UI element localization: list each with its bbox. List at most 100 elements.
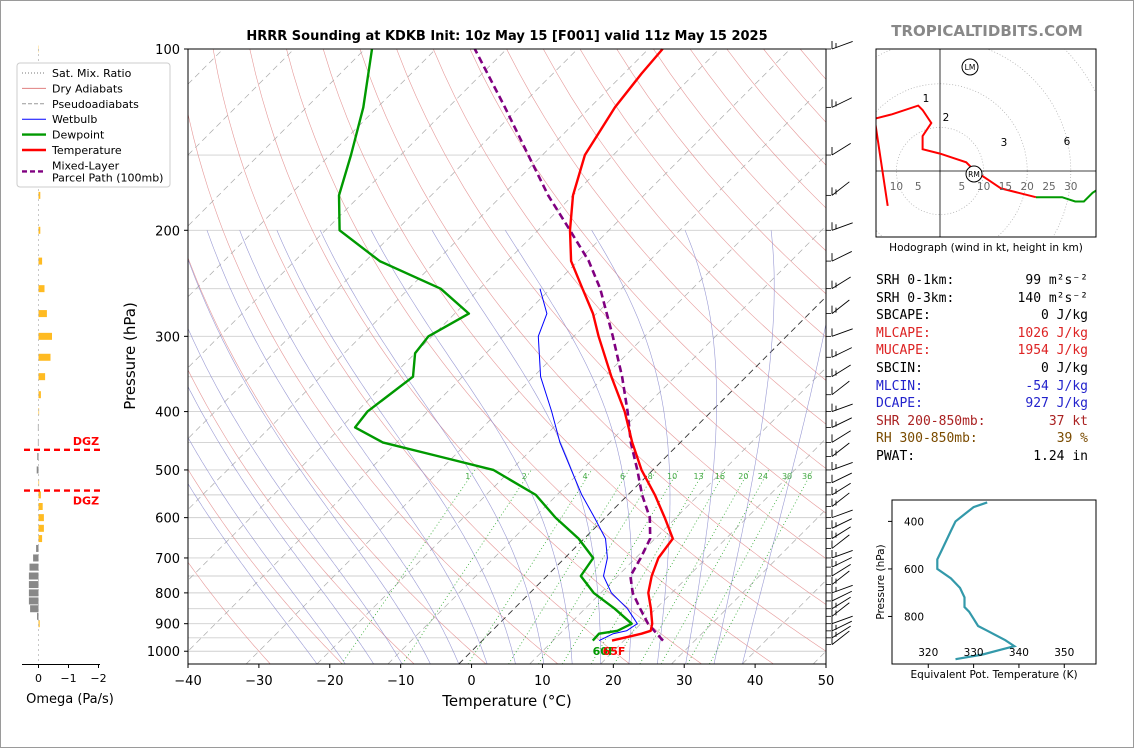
index-label: SRH 0-3km: (876, 290, 955, 306)
index-value: 39 % (1056, 431, 1088, 447)
y-tick-label: 400 (155, 406, 180, 421)
omega-bar (37, 453, 39, 461)
wind-barb (831, 602, 850, 617)
mixing-ratio-label: 2 (522, 472, 527, 481)
mixing-ratio-line (341, 469, 476, 664)
hodograph-height-label: 2 (943, 112, 950, 124)
index-value: 0 J/kg (1041, 308, 1088, 324)
omega-bar (37, 423, 39, 431)
theta-e-x-tick-label: 320 (918, 647, 938, 659)
index-row: SRH 0-1km: 99 m²s⁻² (876, 272, 1096, 290)
index-row: SBCAPE: 0 J/kg (876, 307, 1096, 325)
isotherm (188, 49, 295, 156)
x-tick-label: 10 (534, 674, 551, 689)
omega-bar (38, 310, 47, 318)
moist-adiabat (188, 258, 431, 664)
storm-motion-label: LM (965, 63, 976, 72)
omega-panel: 0 −1 −2 Omega (Pa/s) DGZ DGZ (22, 45, 114, 707)
dry-adiabat (579, 49, 826, 338)
wind-barb (831, 97, 852, 108)
wind-barb (831, 590, 852, 602)
wind-barb (831, 364, 851, 378)
dry-adiabat (433, 49, 826, 514)
moist-adiabat (188, 436, 346, 664)
dgz-label: DGZ (73, 435, 99, 448)
isotherm (188, 49, 649, 510)
hodograph-height-label: 1 (923, 93, 930, 105)
index-label: SBCIN: (876, 360, 923, 376)
legend-label: Wetbulb (52, 113, 97, 126)
mixing-ratio-label: 10 (667, 472, 677, 481)
dry-adiabat (188, 468, 343, 664)
omega-bar (38, 257, 43, 265)
x-tick-label: 30 (676, 674, 693, 689)
omega-bar (38, 620, 40, 628)
skewt-background: 1 2 4 6 8 10 13 16 20 24 30 36 (188, 49, 826, 664)
surface-dewpoint-label: 60F (593, 645, 616, 658)
theta-e-y-label: Pressure (hPa) (875, 544, 887, 619)
wind-barb (831, 570, 850, 585)
mixing-ratio-label: 36 (802, 472, 812, 481)
isotherm (188, 49, 791, 652)
index-value: 927 J/kg (1025, 396, 1088, 412)
series-dewpoint (337, 48, 633, 642)
wind-barb (831, 461, 853, 471)
wind-barb (831, 492, 850, 507)
dry-adiabat (543, 49, 826, 381)
omega-bar (38, 491, 41, 499)
index-row: SBCIN: 0 J/kg (876, 360, 1096, 378)
mixing-ratio-label: 20 (738, 472, 748, 481)
omega-bar (38, 332, 52, 340)
x-tick-label: −40 (174, 674, 201, 689)
wind-barb (831, 472, 852, 484)
wind-barb (831, 181, 850, 196)
dry-adiabat (188, 256, 487, 664)
mixing-ratio-label: 13 (693, 472, 703, 481)
omega-bar (28, 597, 39, 605)
legend-label: Parcel Path (100mb) (52, 171, 163, 184)
mixing-ratio-line (687, 469, 794, 664)
y-tick-label: 200 (155, 224, 180, 239)
isotherm (188, 49, 366, 227)
mixing-ratio-line (590, 469, 706, 664)
y-tick-label: 100 (155, 43, 180, 58)
y-tick-label: 300 (155, 330, 180, 345)
dry-adiabat (396, 49, 826, 559)
index-row: MUCAPE: 1954 J/kg (876, 342, 1096, 360)
x-tick-label: −10 (387, 674, 414, 689)
hodograph-tick-label: 5 (915, 181, 922, 193)
x-tick-label: 50 (818, 674, 835, 689)
hodograph-frame (875, 48, 1097, 238)
legend-box (16, 62, 171, 188)
omega-bar (38, 391, 41, 399)
isotherm (188, 49, 578, 440)
skewt-panel: 1 2 4 6 8 10 13 16 20 24 30 36100200300400500600700… (121, 29, 853, 710)
dgz-label: DGZ (73, 495, 99, 508)
dry-adiabat (286, 49, 774, 664)
omega-bar (38, 373, 46, 381)
wind-barb (831, 143, 851, 156)
moist-adiabat (684, 230, 717, 664)
moist-adiabat (239, 230, 488, 664)
theta-e-x-tick-label: 350 (1054, 647, 1074, 659)
index-value: 1954 J/kg (1017, 343, 1088, 359)
theta-e-x-label: Equivalent Pot. Temperature (K) (910, 669, 1077, 681)
hodograph-height-label: 6 (1064, 136, 1071, 148)
y-tick-label: 1000 (147, 645, 180, 660)
moist-adiabat (188, 385, 374, 664)
storm-motion-marker (961, 58, 979, 76)
mixing-ratio-label: 16 (715, 472, 725, 481)
index-row: SHR 200-850mb: 37 kt (876, 413, 1096, 431)
wind-barb (831, 563, 851, 577)
mixing-ratio-line (639, 469, 750, 664)
index-value: 37 kt (1048, 413, 1088, 429)
site-branding: TROPICALTIDBITS.COM (891, 22, 1083, 40)
index-value: 0 J/kg (1041, 360, 1088, 376)
chart-title: HRRR Sounding at KDKB Init: 10z May 15 [… (246, 29, 767, 44)
skewt-axes-frame (187, 48, 827, 665)
dry-adiabat (469, 49, 826, 469)
wind-barb (831, 534, 850, 549)
moist-adiabat (505, 230, 633, 664)
wind-barb (831, 251, 852, 262)
omega-bar (36, 466, 39, 474)
